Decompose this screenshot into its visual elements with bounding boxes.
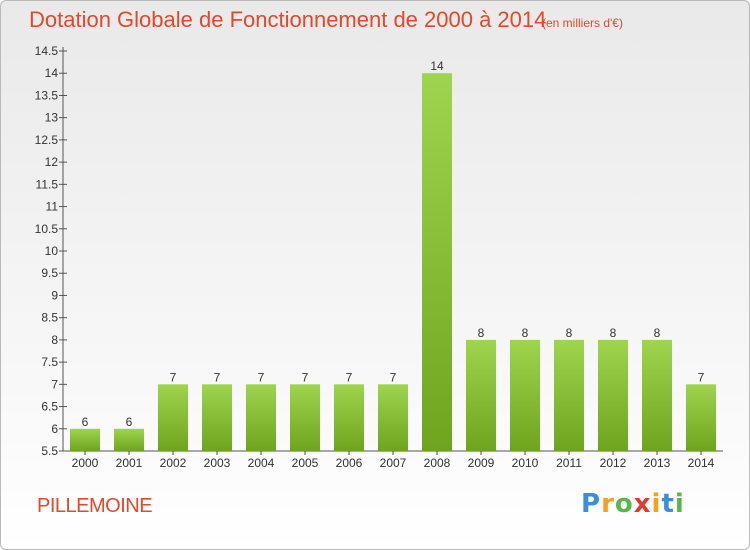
data-label-2001: 6 bbox=[126, 415, 133, 429]
data-label-2014: 7 bbox=[698, 370, 705, 384]
bar-2011 bbox=[554, 339, 584, 451]
data-label-2009: 8 bbox=[478, 326, 485, 340]
bar-2004 bbox=[246, 384, 276, 451]
y-tick-label: 7.5 bbox=[41, 355, 58, 369]
data-label-2012: 8 bbox=[610, 326, 617, 340]
bar-2009 bbox=[466, 339, 496, 451]
x-tick-label: 2002 bbox=[160, 456, 187, 470]
bar-2014 bbox=[686, 384, 716, 451]
data-label-2000: 6 bbox=[82, 415, 89, 429]
data-label-2013: 8 bbox=[654, 326, 661, 340]
x-tick-label: 2010 bbox=[512, 456, 539, 470]
y-tick-label: 8 bbox=[51, 333, 58, 347]
bar-2013 bbox=[642, 339, 672, 451]
x-tick-label: 2013 bbox=[644, 456, 671, 470]
bar-2005 bbox=[290, 384, 320, 451]
data-label-2004: 7 bbox=[258, 370, 265, 384]
data-label-2007: 7 bbox=[390, 370, 397, 384]
x-tick-label: 2000 bbox=[72, 456, 99, 470]
y-tick-label: 10.5 bbox=[35, 222, 59, 236]
logo-letter: x bbox=[633, 489, 652, 519]
y-tick-label: 6 bbox=[51, 422, 58, 436]
logo-letter: o bbox=[614, 489, 634, 519]
y-tick-label: 14 bbox=[45, 66, 59, 80]
logo-letter: i bbox=[674, 489, 685, 519]
x-tick-label: 2007 bbox=[380, 456, 407, 470]
data-label-2010: 8 bbox=[522, 326, 529, 340]
logo-letter: i bbox=[651, 489, 662, 519]
x-tick-label: 2011 bbox=[556, 456, 582, 470]
bar-2001 bbox=[114, 428, 144, 451]
y-tick-label: 14.5 bbox=[35, 44, 59, 58]
bar-2000 bbox=[70, 428, 100, 451]
x-tick-label: 2014 bbox=[688, 456, 715, 470]
x-tick-label: 2009 bbox=[468, 456, 495, 470]
y-tick-label: 9 bbox=[51, 288, 58, 302]
data-label-2006: 7 bbox=[346, 370, 353, 384]
bar-2007 bbox=[378, 384, 408, 451]
y-tick-label: 13 bbox=[45, 111, 59, 125]
y-tick-label: 13.5 bbox=[35, 88, 59, 102]
bar-2012 bbox=[598, 339, 628, 451]
x-tick-label: 2006 bbox=[336, 456, 363, 470]
y-tick-label: 12.5 bbox=[35, 133, 59, 147]
commune-name: PILLEMOINE bbox=[37, 495, 153, 517]
bar-2008 bbox=[422, 73, 452, 451]
chart-title: Dotation Globale de Fonctionnement de 20… bbox=[29, 7, 547, 32]
y-tick-label: 7 bbox=[51, 377, 58, 391]
y-tick-label: 10 bbox=[45, 244, 59, 258]
bar-2002 bbox=[158, 384, 188, 451]
bar-2010 bbox=[510, 339, 540, 451]
x-tick-label: 2008 bbox=[424, 456, 451, 470]
y-tick-label: 11 bbox=[46, 200, 59, 214]
logo-letter: r bbox=[601, 489, 615, 519]
y-tick-label: 11.5 bbox=[36, 177, 59, 191]
bar-2006 bbox=[334, 384, 364, 451]
data-label-2002: 7 bbox=[170, 370, 177, 384]
logo-letter: t bbox=[661, 489, 675, 519]
x-tick-label: 2004 bbox=[248, 456, 275, 470]
data-label-2003: 7 bbox=[214, 370, 221, 384]
y-tick-label: 5.5 bbox=[41, 444, 58, 458]
x-tick-label: 2003 bbox=[204, 456, 231, 470]
y-tick-label: 9.5 bbox=[41, 266, 58, 280]
y-tick-label: 6.5 bbox=[41, 400, 58, 414]
proxiti-logo: Proxiti bbox=[581, 489, 685, 519]
data-label-2005: 7 bbox=[302, 370, 309, 384]
y-tick-label: 8.5 bbox=[41, 311, 58, 325]
data-label-2011: 8 bbox=[566, 326, 573, 340]
x-tick-label: 2012 bbox=[600, 456, 627, 470]
x-tick-label: 2001 bbox=[116, 456, 143, 470]
bar-2003 bbox=[202, 384, 232, 451]
x-tick-label: 2005 bbox=[292, 456, 319, 470]
logo-letter: P bbox=[581, 489, 602, 519]
data-label-2008: 14 bbox=[430, 59, 444, 73]
chart-subtitle: (en milliers d'€) bbox=[542, 16, 623, 30]
y-tick-label: 12 bbox=[45, 155, 59, 169]
